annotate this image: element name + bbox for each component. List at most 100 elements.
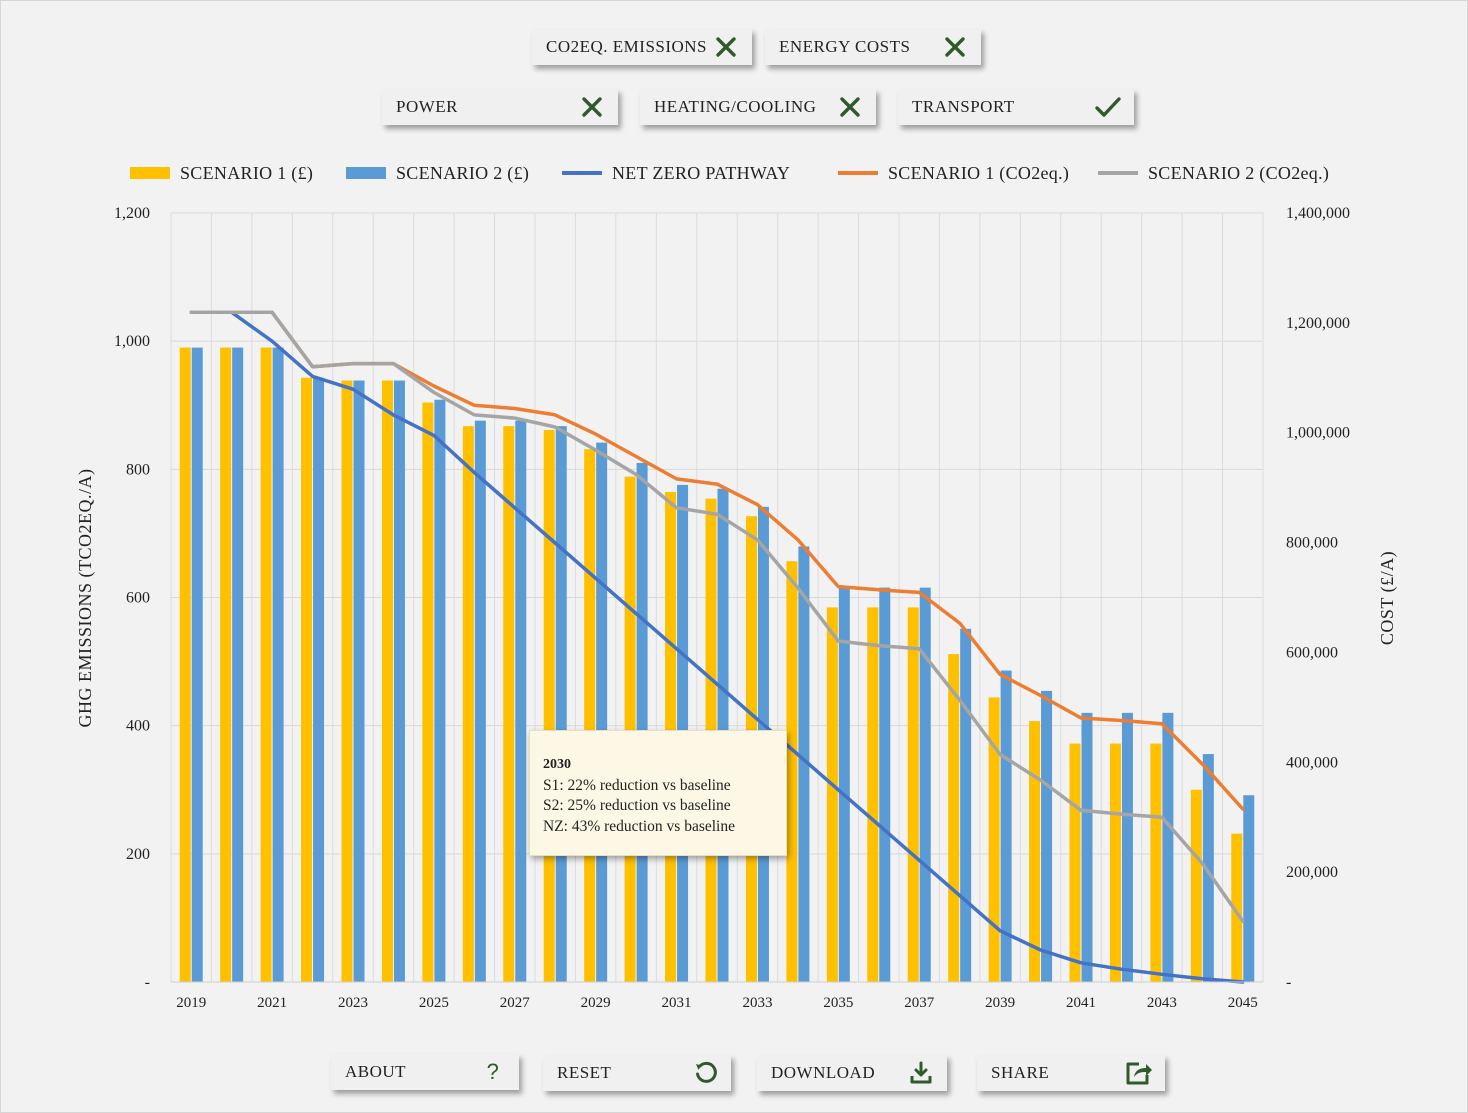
line-series-0[interactable]: [189, 310, 1245, 984]
y-tick-label: 400: [126, 718, 150, 735]
legend-label: NET ZERO PATHWAY: [612, 162, 791, 183]
bar-scenario2[interactable]: [191, 347, 203, 982]
bar-scenario1[interactable]: [341, 380, 353, 983]
bar-scenario2[interactable]: [474, 420, 486, 982]
bar-scenario2[interactable]: [636, 462, 648, 982]
bar-scenario2[interactable]: [596, 442, 608, 982]
bar-scenario2[interactable]: [393, 380, 405, 983]
legend-swatch: [130, 167, 170, 179]
combo-chart: - 200 400 600 800 1,000 1,200 - 200,000 400,000 60…: [75, 205, 1398, 1011]
bar-scenario1[interactable]: [1231, 833, 1243, 982]
legend-item-net-zero[interactable]: NET ZERO PATHWAY: [562, 158, 790, 188]
x-tick-label: 2043: [1147, 995, 1177, 1011]
x-icon: [941, 33, 969, 61]
bar-scenario2[interactable]: [838, 587, 850, 982]
bar-scenario1[interactable]: [948, 654, 960, 982]
bar-scenario1[interactable]: [988, 697, 1000, 982]
bar-scenario1[interactable]: [422, 402, 434, 983]
year-tooltip: 2030 S1: 22% reduction vs baseline S2: 2…: [529, 730, 787, 856]
bar-scenario1[interactable]: [220, 347, 232, 982]
legend-item-scenario2-co2[interactable]: SCENARIO 2 (CO2eq.): [1098, 158, 1329, 188]
bar-scenario1[interactable]: [1150, 743, 1162, 982]
legend-item-scenario2-cost[interactable]: SCENARIO 2 (£): [346, 158, 529, 188]
bar-scenario2[interactable]: [1121, 712, 1133, 982]
y-axis-title: GHG EMISSIONS (TCO2EQ./A): [75, 469, 96, 728]
bar-scenario2[interactable]: [1162, 712, 1174, 982]
share-label: SHARE: [991, 1063, 1050, 1082]
bar-scenario2[interactable]: [353, 380, 365, 983]
toggle-energy-costs[interactable]: ENERGY COSTS: [765, 29, 981, 65]
bar-scenario1[interactable]: [907, 607, 919, 982]
bar-scenario1[interactable]: [1109, 743, 1121, 982]
reset-button[interactable]: RESET: [543, 1055, 731, 1091]
bar-scenario1[interactable]: [1190, 789, 1202, 982]
x-icon: [836, 93, 864, 121]
legend-item-scenario1-co2[interactable]: SCENARIO 1 (CO2eq.): [838, 158, 1069, 188]
bar-scenario2[interactable]: [919, 587, 931, 982]
x-tick-label: 2025: [419, 995, 449, 1011]
legend-item-scenario1-cost[interactable]: SCENARIO 1 (£): [130, 158, 313, 188]
bar-scenario2[interactable]: [1243, 795, 1255, 982]
toggle-transport[interactable]: TRANSPORT: [898, 89, 1134, 125]
reset-icon: [691, 1059, 719, 1087]
bar-scenario1[interactable]: [179, 347, 191, 982]
y2-tick-label: 1,400,000: [1286, 205, 1350, 222]
y-tick-label: 1,000: [114, 333, 150, 350]
tooltip-line-s1: S1: 22% reduction vs baseline: [543, 776, 731, 794]
bar-scenario1[interactable]: [786, 561, 798, 982]
x-tick-label: 2033: [742, 995, 772, 1011]
bar-scenario1[interactable]: [584, 449, 596, 982]
share-button[interactable]: SHARE: [977, 1055, 1165, 1091]
bar-scenario1[interactable]: [543, 429, 555, 982]
bar-scenario1[interactable]: [301, 377, 313, 982]
bar-scenario2[interactable]: [1041, 690, 1053, 982]
bar-scenario1[interactable]: [624, 476, 636, 982]
x-tick-label: 2021: [257, 995, 287, 1011]
y2-axis-title: COST (£/A): [1377, 551, 1398, 645]
bar-scenario2[interactable]: [232, 347, 244, 982]
bar-scenario2[interactable]: [1000, 670, 1012, 982]
bar-scenario1[interactable]: [1069, 743, 1081, 982]
toggle-co2-emissions[interactable]: CO2EQ. EMISSIONS: [532, 29, 752, 65]
legend-label: SCENARIO 2 (£): [396, 162, 530, 183]
bar-scenario2[interactable]: [272, 347, 284, 982]
bar-scenario2[interactable]: [313, 377, 325, 982]
x-icon: [712, 33, 740, 61]
y-tick-label: 1,200: [114, 205, 150, 222]
tooltip-year: 2030: [543, 757, 571, 772]
bar-scenario2[interactable]: [1081, 712, 1093, 982]
legend-label: SCENARIO 1 (CO2eq.): [888, 162, 1070, 183]
bar-scenario2[interactable]: [879, 587, 891, 982]
bar-scenario1[interactable]: [381, 380, 393, 983]
bar-scenario1[interactable]: [826, 607, 838, 982]
y2-tick-label: 1,000,000: [1286, 425, 1350, 442]
legend-swatch: [562, 171, 602, 175]
bar-scenario1[interactable]: [867, 607, 879, 982]
toggle-label: CO2EQ. EMISSIONS: [546, 37, 708, 56]
about-button[interactable]: ABOUT ?: [331, 1054, 519, 1090]
download-label: DOWNLOAD: [771, 1063, 876, 1082]
bar-scenario1[interactable]: [462, 426, 474, 982]
legend-swatch: [1098, 171, 1138, 175]
tooltip-line-s2: S2: 25% reduction vs baseline: [543, 797, 731, 814]
bar-scenario2[interactable]: [960, 628, 972, 982]
x-icon: [578, 93, 606, 121]
x-tick-label: 2039: [985, 995, 1015, 1011]
legend-label: SCENARIO 1 (£): [180, 162, 314, 183]
bar-scenario2[interactable]: [555, 426, 567, 982]
download-button[interactable]: DOWNLOAD: [757, 1055, 947, 1091]
bar-scenario1[interactable]: [503, 426, 515, 982]
y2-tick-label: -: [1286, 974, 1291, 991]
reset-label: RESET: [557, 1063, 612, 1082]
toggle-heating-cooling[interactable]: HEATING/COOLING: [640, 89, 876, 125]
bar-scenario2[interactable]: [434, 399, 446, 982]
bar-scenario2[interactable]: [1202, 754, 1214, 982]
line-series-2[interactable]: [189, 310, 1245, 923]
legend-swatch: [346, 167, 386, 179]
toggle-power[interactable]: POWER: [382, 89, 618, 125]
bar-scenario1[interactable]: [260, 347, 272, 982]
x-tick-label: 2037: [904, 995, 935, 1011]
bar-scenario2[interactable]: [798, 546, 810, 982]
bar-scenario1[interactable]: [1029, 721, 1041, 982]
bar-scenario2[interactable]: [515, 420, 527, 982]
